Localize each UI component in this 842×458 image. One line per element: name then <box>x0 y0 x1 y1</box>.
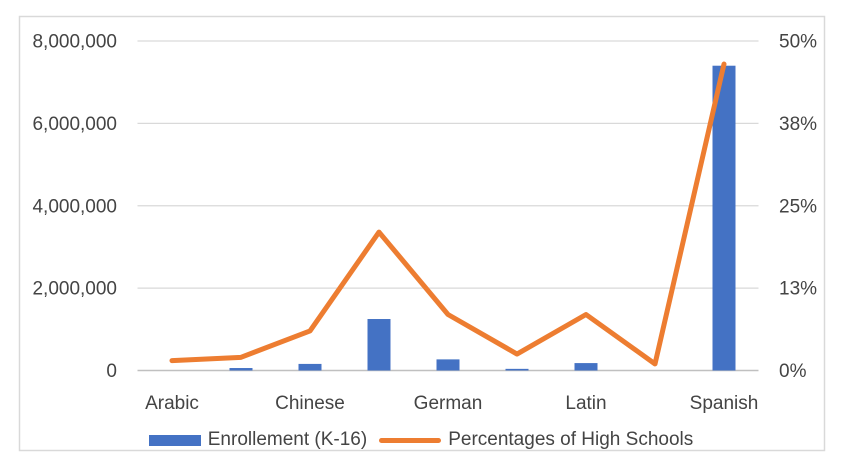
x-axis-tick-label: Arabic <box>145 393 199 414</box>
right-axis-tick-label: 38% <box>779 114 817 135</box>
left-axis-tick-label: 2,000,000 <box>32 279 117 300</box>
right-axis-tick-label: 13% <box>779 279 817 300</box>
left-axis-labels: 0 2,000,000 4,000,000 6,000,000 8,000,000 <box>32 32 117 383</box>
bar <box>367 319 391 371</box>
bar <box>436 359 460 371</box>
bar-series-enrollment <box>229 65 736 371</box>
right-axis-tick-label: 0% <box>779 361 807 382</box>
left-axis-tick-label: 0 <box>106 361 117 382</box>
right-axis-labels: 0% 13% 25% 38% 50% <box>779 32 817 383</box>
legend-label-enrollment: Enrollement (K-16) <box>207 429 368 450</box>
bar <box>505 368 529 371</box>
x-axis-tick-label: Spanish <box>690 393 759 414</box>
left-axis-tick-label: 6,000,000 <box>32 114 117 135</box>
chart-legend: Enrollement (K-16) Percentages of High S… <box>0 429 842 451</box>
x-axis-labels: Arabic Chinese German Latin Spanish <box>145 393 758 414</box>
bar <box>712 65 736 371</box>
line-series-swatch <box>379 437 442 443</box>
right-axis-tick-label: 50% <box>779 32 817 53</box>
legend-item-enrollment: Enrollement (K-16) <box>148 429 368 451</box>
legend-item-percentages: Percentages of High Schools <box>379 429 693 451</box>
right-axis-tick-label: 25% <box>779 196 817 217</box>
bar <box>229 368 253 371</box>
bar <box>298 363 322 371</box>
line-series-percentages <box>169 61 727 367</box>
bar-series-swatch <box>148 434 201 446</box>
chart-border <box>18 15 826 452</box>
bar <box>574 363 598 371</box>
legend-label-percentages: Percentages of High Schools <box>448 429 694 450</box>
left-axis-tick-label: 4,000,000 <box>32 196 117 217</box>
x-axis-tick-label: German <box>414 393 483 414</box>
x-axis-tick-label: Latin <box>565 393 606 414</box>
left-axis-tick-label: 8,000,000 <box>32 32 117 53</box>
x-axis-tick-label: Chinese <box>275 393 345 414</box>
